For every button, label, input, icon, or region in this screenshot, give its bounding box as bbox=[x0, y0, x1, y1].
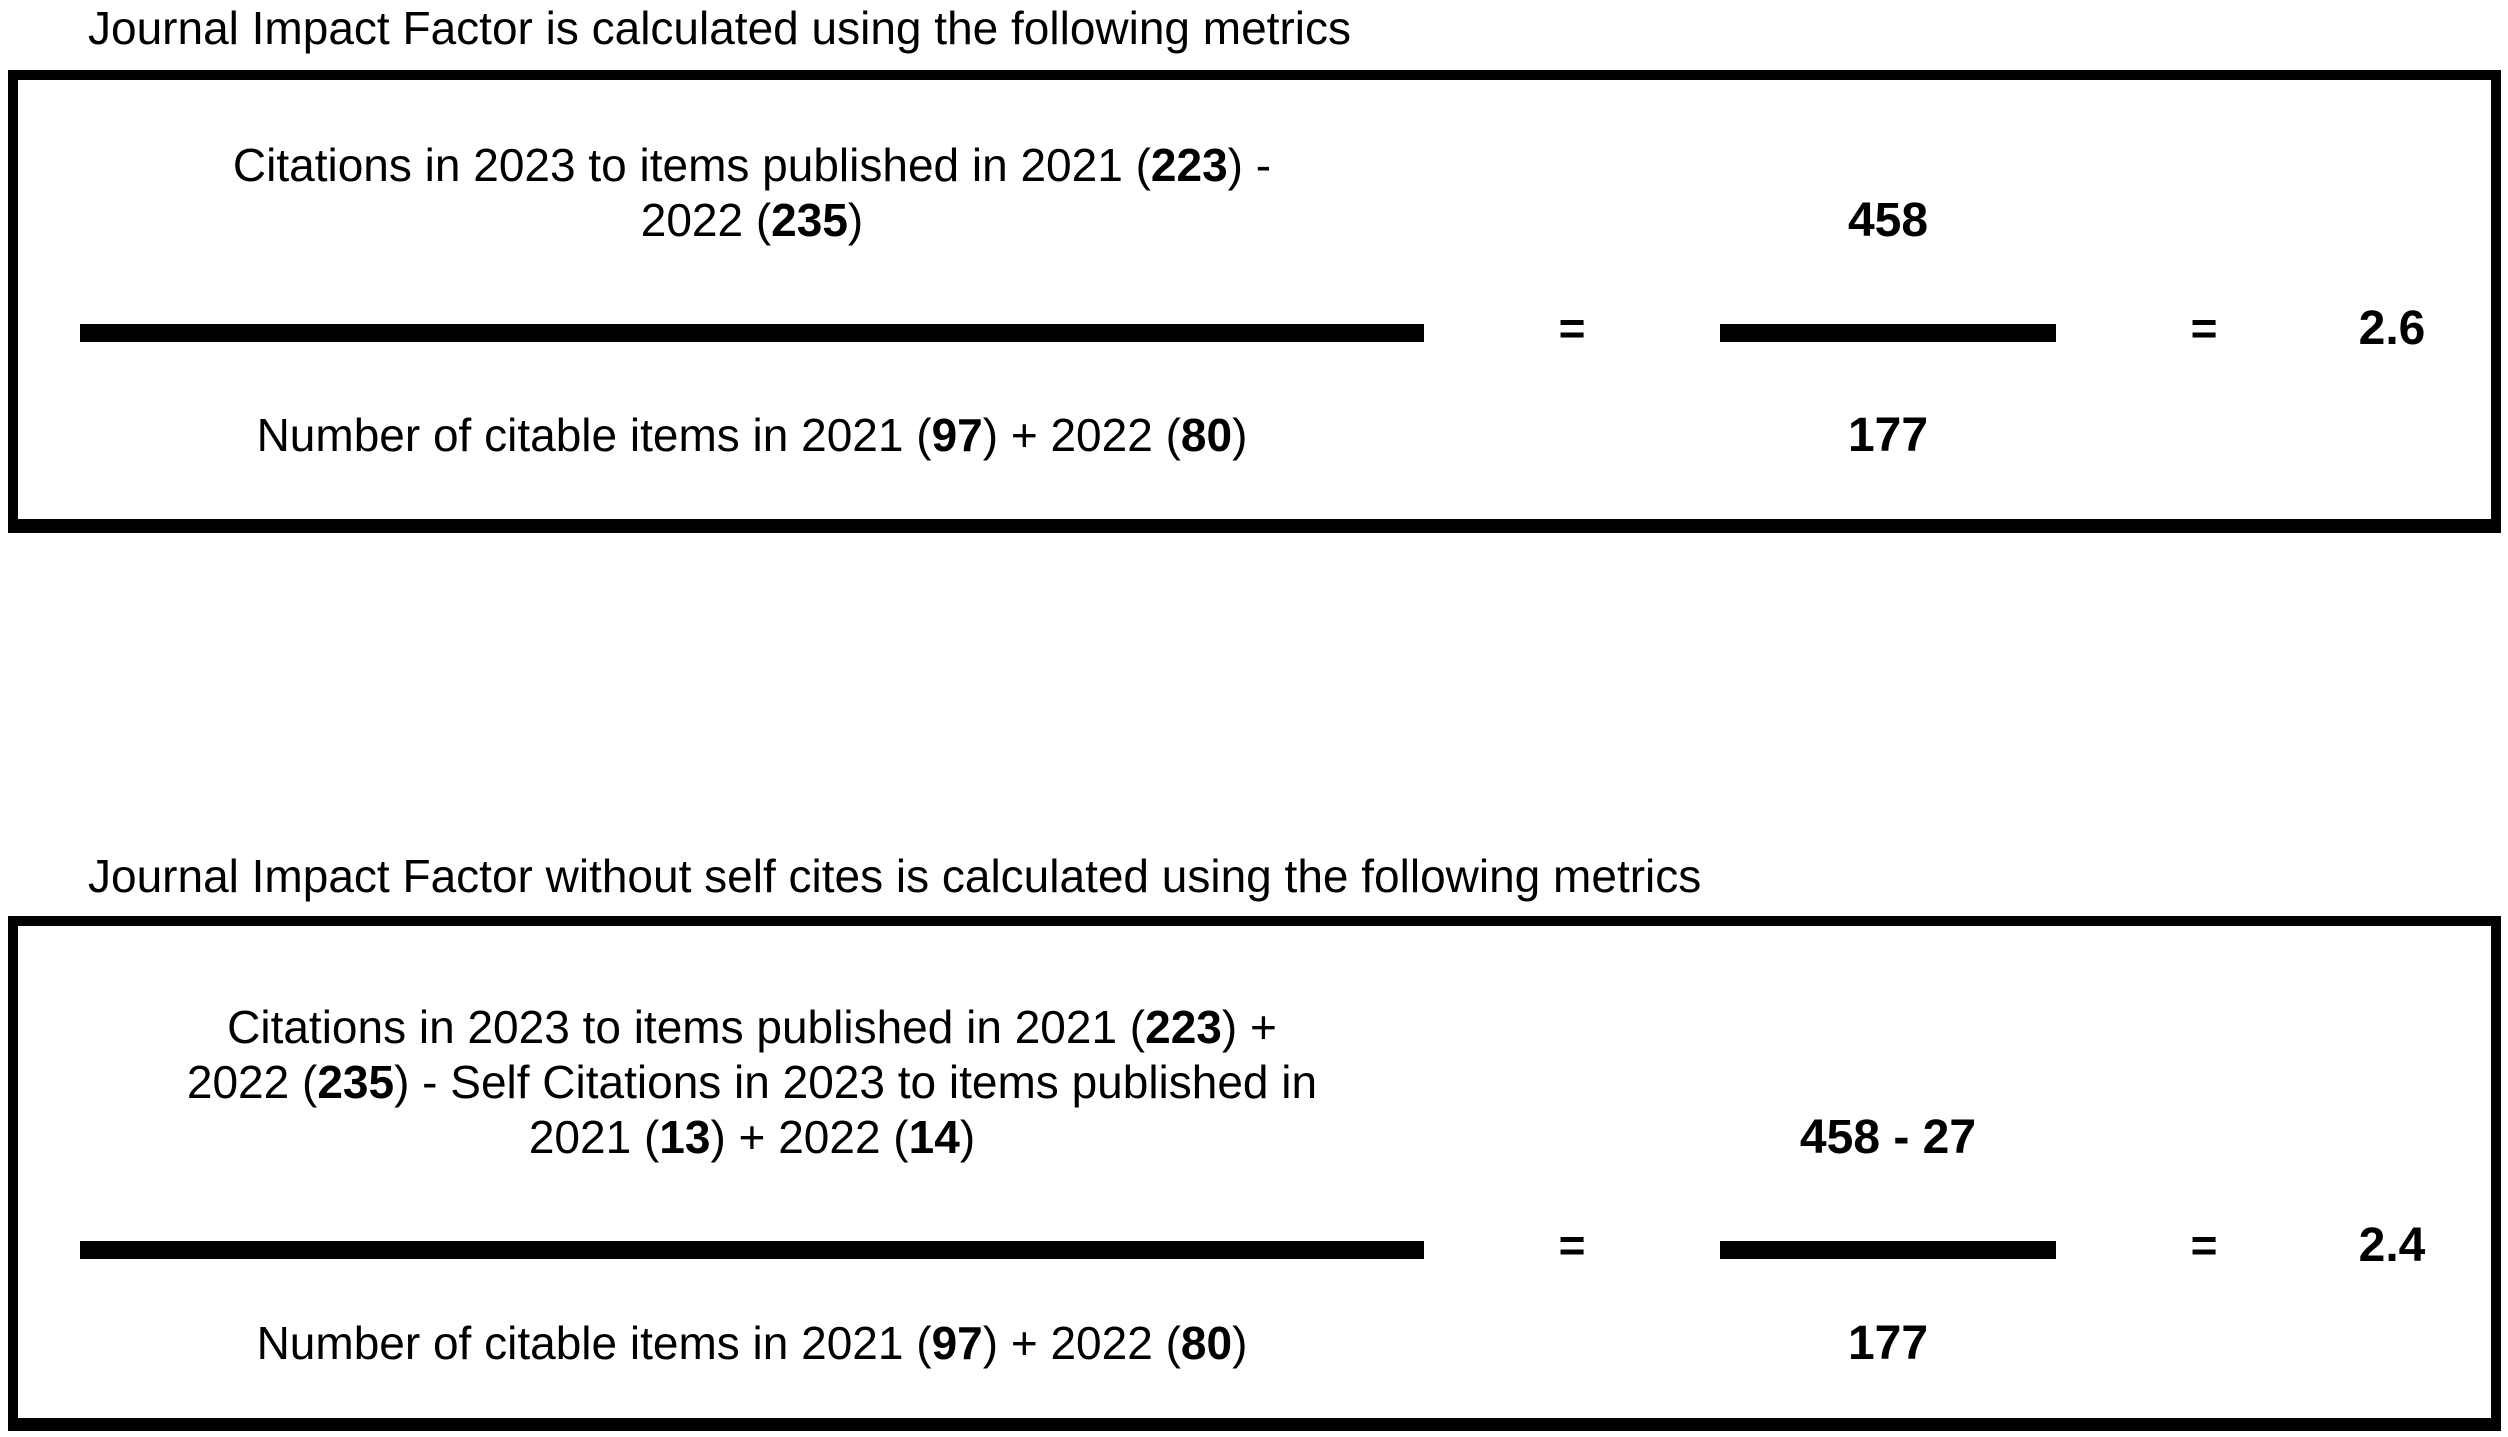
jif-no-self-cites-fraction-bar-row: = = 2.4 bbox=[18, 1222, 2491, 1270]
jif-result-fraction bbox=[1720, 324, 2056, 342]
left-gutter bbox=[18, 408, 80, 463]
jif-no-self-cites-main-fraction bbox=[80, 1241, 1424, 1259]
jif-no-self-cites-main-fraction-bar bbox=[80, 1241, 1424, 1259]
equals-sign: = bbox=[2190, 1219, 2218, 1271]
spacer bbox=[2056, 408, 2352, 463]
jif-denominator-row: Number of citable items in 2021 (97) + 2… bbox=[18, 408, 2491, 463]
jif-no-self-cites-citations-total: 458 - 27 bbox=[1799, 1111, 1977, 1164]
equals-sign: = bbox=[1558, 1219, 1586, 1271]
jif-main-fraction-bar bbox=[80, 324, 1424, 342]
left-gutter bbox=[18, 1316, 80, 1371]
spacer bbox=[1424, 408, 1720, 463]
jif-no-self-cites-denominator-description: Number of citable items in 2021 (97) + 2… bbox=[256, 1317, 1248, 1369]
spacer bbox=[2056, 1316, 2352, 1371]
jif-no-self-cites-section-title: Journal Impact Factor without self cites… bbox=[88, 850, 1702, 902]
jif-result-fraction-bar bbox=[1720, 324, 2056, 342]
jif-no-self-cites-result-fraction bbox=[1720, 1241, 2056, 1259]
jif-numerator-description: Citations in 2023 to items published in … bbox=[232, 139, 1272, 246]
spacer bbox=[2352, 1316, 2432, 1371]
equals-sign: = bbox=[1558, 302, 1586, 354]
jif-citable-items-total: 177 bbox=[1847, 409, 1929, 462]
jif-no-self-cites-formula-box: Citations in 2023 to items published in … bbox=[8, 916, 2501, 1431]
jif-denominator-description: Number of citable items in 2021 (97) + 2… bbox=[256, 409, 1248, 461]
equals-sign: = bbox=[2190, 302, 2218, 354]
jif-fraction-bar-row: = = 2.6 bbox=[18, 305, 2491, 353]
jif-main-fraction bbox=[80, 324, 1424, 342]
jif-formula-box: Citations in 2023 to items published in … bbox=[8, 70, 2501, 533]
jif-no-self-cites-value: 2.4 bbox=[2358, 1219, 2426, 1272]
jif-no-self-cites-result-fraction-bar bbox=[1720, 1241, 2056, 1259]
jif-no-self-cites-denominator-row: Number of citable items in 2021 (97) + 2… bbox=[18, 1316, 2491, 1371]
jif-no-self-cites-numerator-row: Citations in 2023 to items published in … bbox=[18, 1000, 2491, 1165]
jif-numerator-row: Citations in 2023 to items published in … bbox=[18, 138, 2491, 248]
jif-value: 2.6 bbox=[2358, 302, 2426, 355]
jif-section-title: Journal Impact Factor is calculated usin… bbox=[88, 2, 1352, 54]
jif-no-self-cites-numerator-description: Citations in 2023 to items published in … bbox=[186, 1001, 1318, 1163]
jif-no-self-cites-citable-items-total: 177 bbox=[1847, 1317, 1929, 1370]
jif-citations-total: 458 bbox=[1847, 194, 1929, 247]
spacer bbox=[2352, 408, 2432, 463]
spacer bbox=[1424, 1316, 1720, 1371]
